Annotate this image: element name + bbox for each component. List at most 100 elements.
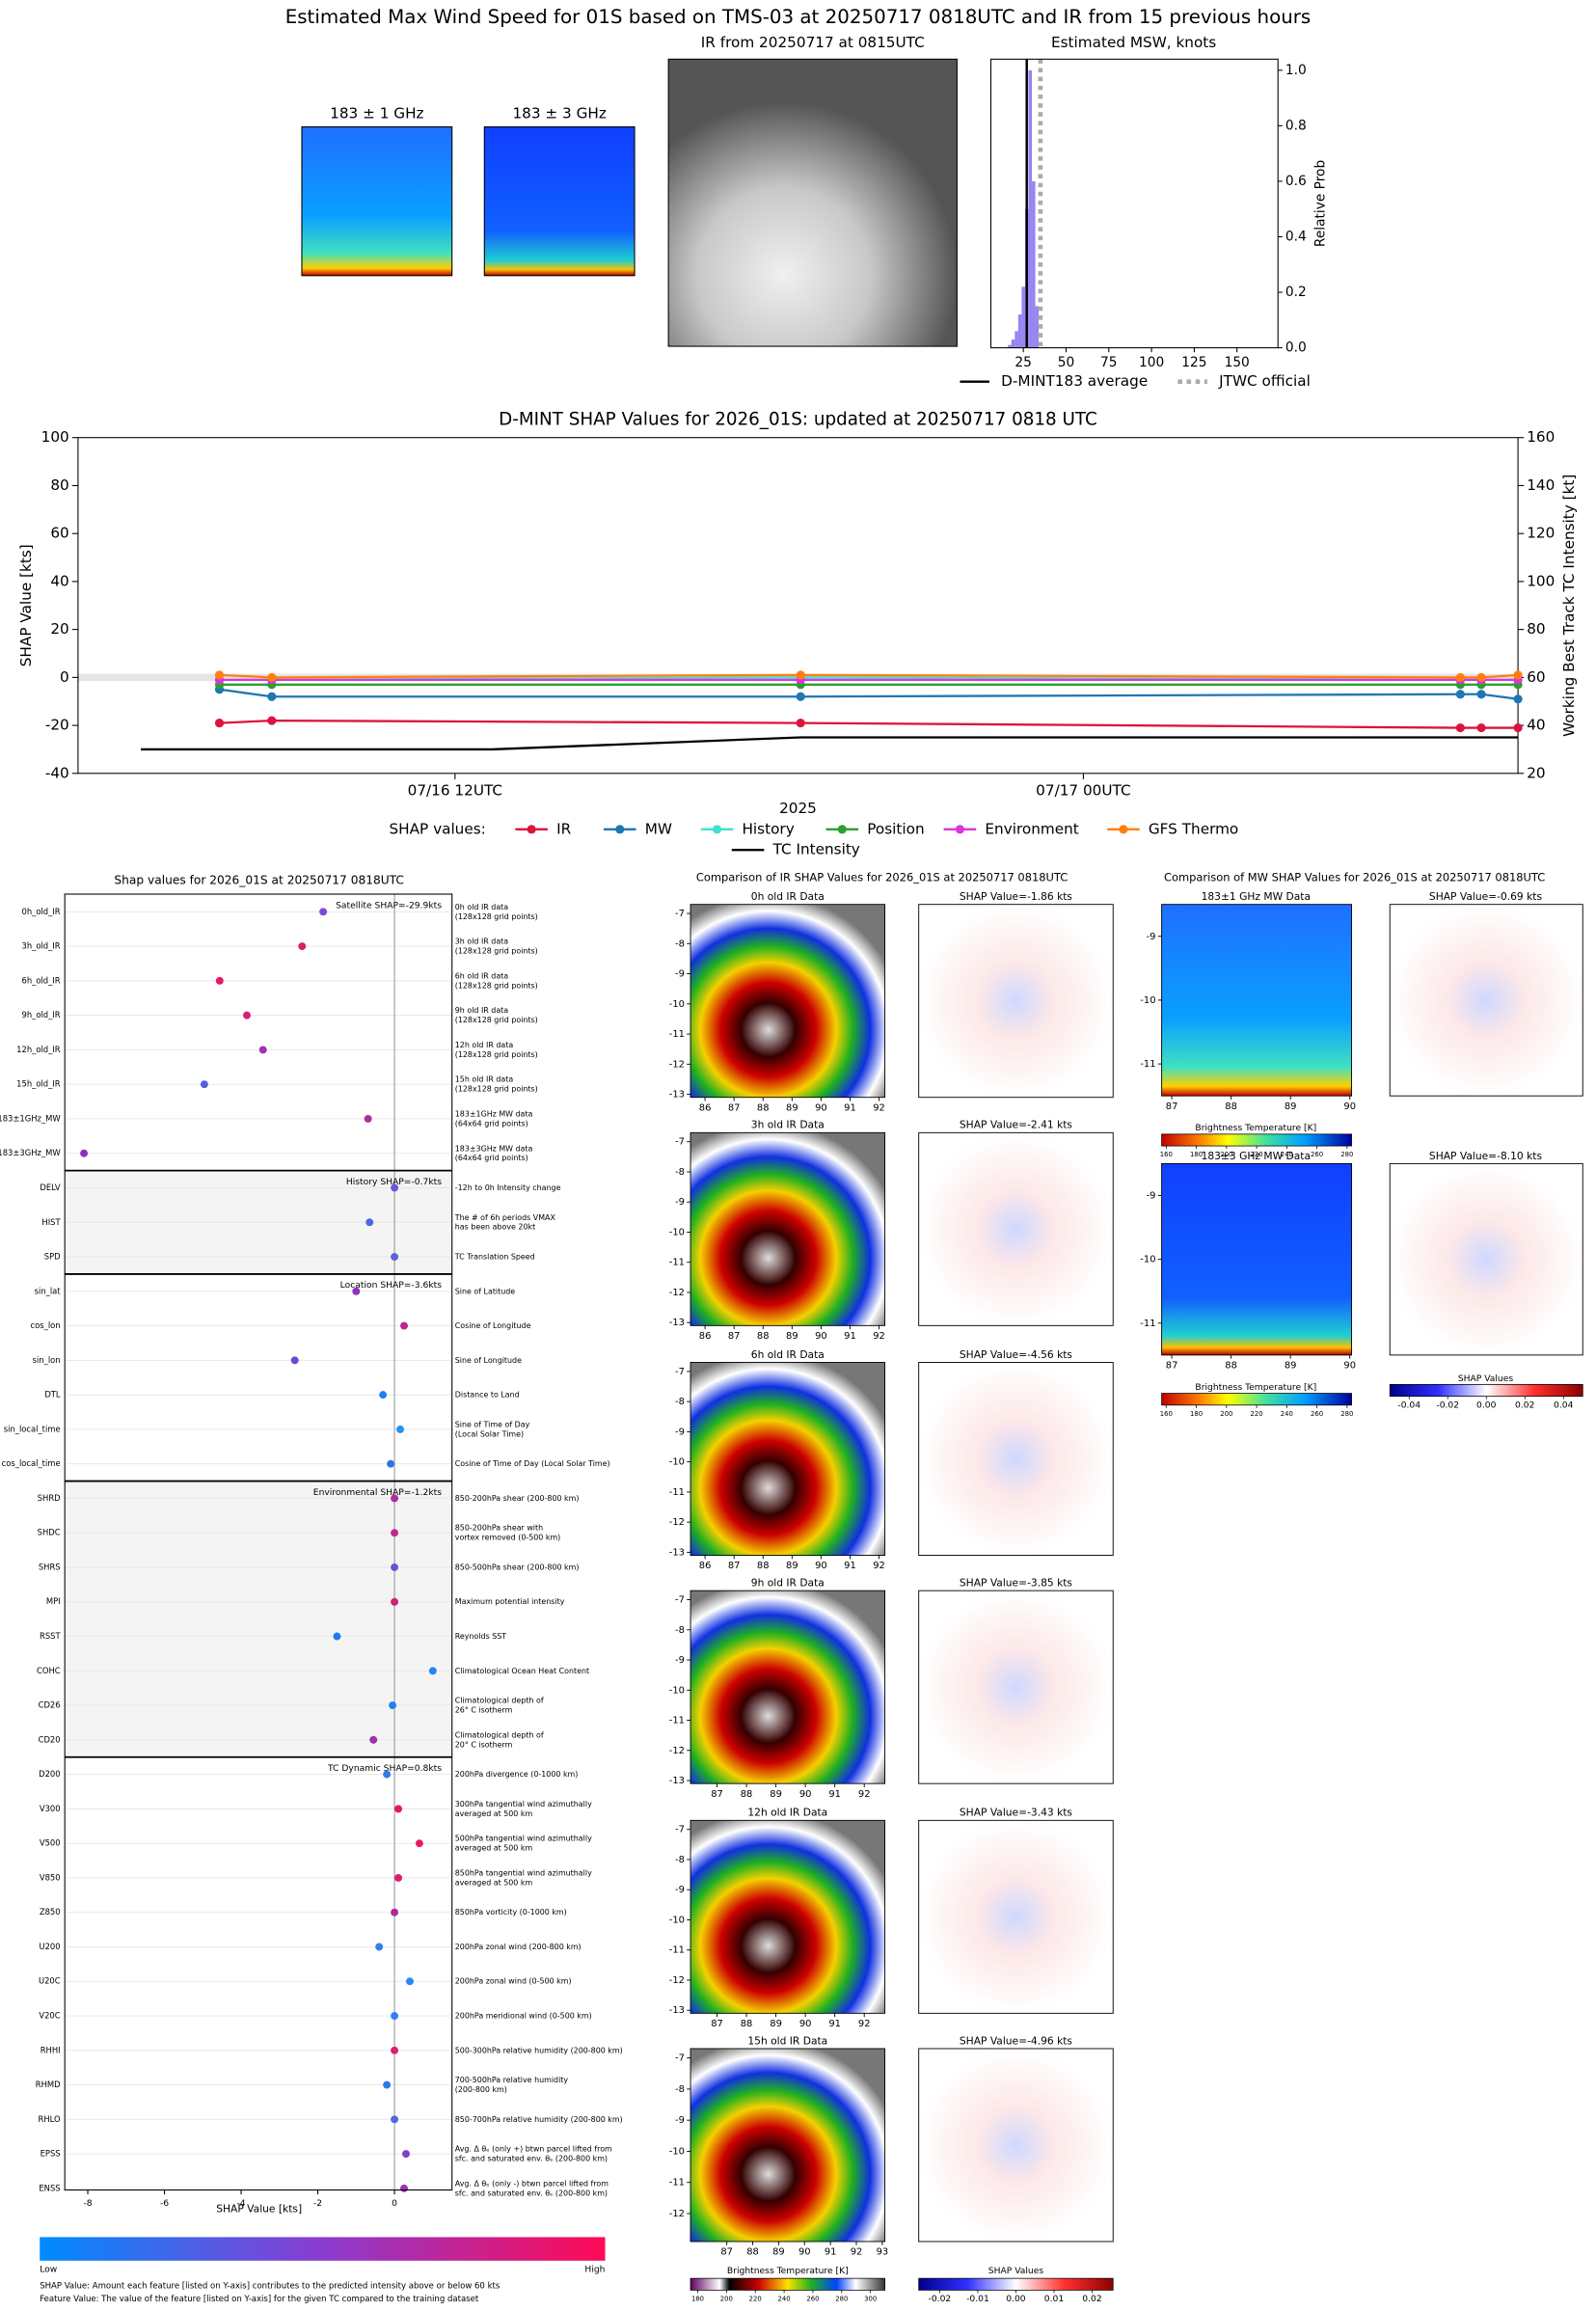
shap-dot (258, 1046, 267, 1054)
feature-name: 3h_old_IR (22, 941, 61, 951)
shap-dot (391, 1494, 399, 1503)
colorbar-tick-label: 180 (1190, 1151, 1203, 1158)
y-axis-label: Relative Prob (1312, 160, 1328, 247)
panel-title: SHAP Value=-3.85 kts (960, 1577, 1073, 1590)
feature-name: RHMD (36, 2080, 61, 2089)
panel-title: SHAP Value=-8.10 kts (1429, 1150, 1543, 1162)
legend-marker (527, 825, 536, 834)
panel-title: 9h old IR Data (751, 1577, 825, 1590)
shap-dot (394, 1805, 403, 1813)
x-tick-label: 88 (746, 2247, 759, 2258)
series-marker (796, 692, 805, 701)
y2-tick-label: 160 (1527, 428, 1555, 446)
feature-description: 26° C isotherm (455, 1706, 513, 1715)
shap-dot (391, 1529, 399, 1537)
panel-title: SHAP Value=-1.86 kts (960, 890, 1073, 903)
image-title: IR from 20250717 at 0815UTC (701, 34, 925, 51)
shap-dot (391, 1183, 399, 1192)
feature-description: 850-700hPa relative humidity (200-800 km… (455, 2115, 623, 2124)
x-tick-label: 150 (1225, 355, 1250, 370)
series-marker (1476, 672, 1486, 682)
group-label: Environmental SHAP=-1.2kts (313, 1487, 442, 1498)
colorbar-tick-label: 160 (1160, 1410, 1173, 1418)
feature-description: sfc. and saturated env. θₑ (200-800 km) (455, 2189, 608, 2197)
chart-title: D-MINT SHAP Values for 2026_01S: updated… (499, 409, 1097, 429)
y-tick-label: -11 (669, 1716, 685, 1726)
x-tick-label: 87 (711, 2019, 723, 2029)
shap-dot (290, 1356, 299, 1365)
series-marker (1455, 672, 1465, 682)
y-tick-label: -10 (669, 1685, 685, 1696)
feature-description: 3h old IR data (455, 938, 509, 946)
ir-data-image (690, 1131, 886, 1326)
series-marker (1455, 690, 1465, 699)
colorbar-tick-label: -0.01 (966, 2294, 989, 2304)
x-tick-label: 91 (844, 1102, 856, 1113)
x-tick-label: 88 (757, 1331, 770, 1342)
feature-name: cos_local_time (2, 1458, 61, 1468)
y-tick-label: -9 (675, 969, 685, 980)
feature-name: DTL (44, 1390, 61, 1400)
x-tick-label: 87 (1166, 1361, 1178, 1372)
y2-tick-label: 100 (1527, 572, 1555, 589)
x-tick-label: 89 (770, 2019, 782, 2029)
legend-label: GFS Thermo (1149, 820, 1238, 837)
colorbar-tick-label: 280 (1340, 1151, 1353, 1158)
shap-dot (383, 1770, 392, 1779)
y-tick-label: -40 (45, 764, 69, 781)
colorbar-tick-label: 240 (1281, 1151, 1293, 1158)
feature-description: 850-500hPa shear (200-800 km) (455, 1563, 580, 1571)
series-marker (214, 670, 225, 680)
note: SHAP Value: Amount each feature [listed … (40, 2281, 500, 2291)
feature-description: 15h old IR data (455, 1075, 514, 1084)
x-tick-label: 87 (728, 1561, 741, 1571)
series-line (219, 673, 1519, 679)
feature-description: TC Translation Speed (454, 1253, 535, 1262)
colorbar-tick-label: 0.00 (1006, 2294, 1026, 2304)
ir-shap-image (918, 1362, 1114, 1556)
x-tick-label: 07/16 12UTC (408, 782, 502, 800)
feature-description: 850-200hPa shear (200-800 km) (455, 1494, 580, 1503)
axes-frame (989, 58, 1279, 349)
feature-name: RHHI (41, 2045, 61, 2054)
group-label: Satellite SHAP=-29.9kts (336, 901, 442, 911)
x-tick-label: 07/17 00UTC (1036, 782, 1130, 800)
colorbar-tick-label: 280 (1340, 1410, 1353, 1418)
feature-name: RSST (40, 1631, 61, 1641)
feature-description: Climatological depth of (455, 1730, 544, 1739)
y2-tick-label: 80 (1527, 620, 1545, 638)
feature-name: CD20 (39, 1734, 61, 1744)
colorbar-tick-label: 0.02 (1082, 2294, 1101, 2304)
shap-dot (391, 2115, 399, 2124)
feature-name: 6h_old_IR (22, 975, 61, 985)
shap-dot (406, 1977, 414, 1986)
panel-title: 183±1 GHz MW Data (1202, 890, 1311, 903)
x-tick-label: 75 (1100, 355, 1117, 370)
y-tick-label: -8 (675, 938, 685, 949)
x-tick-label: 90 (798, 2247, 811, 2258)
series-line (219, 719, 1519, 729)
ir-data-image (690, 1819, 886, 2014)
y-tick-label: -9 (675, 1197, 685, 1208)
colorbar-title: SHAP Values (988, 2266, 1044, 2276)
note: Feature Value: The value of the feature … (40, 2295, 479, 2304)
colorbar-tick-label: 220 (1251, 1151, 1263, 1158)
x-tick-label: 93 (877, 2247, 889, 2258)
feature-description: Sine of Time of Day (455, 1420, 530, 1428)
ir-image (667, 58, 958, 347)
colorbar-tick-label: -0.02 (1436, 1400, 1459, 1410)
shap-dot (333, 1632, 341, 1641)
y-tick-label: -9 (675, 2115, 685, 2126)
chart-title: Shap values for 2026_01S at 20250717 081… (114, 874, 404, 887)
feature-name: HIST (41, 1217, 61, 1227)
y-tick-label: -12 (669, 1059, 685, 1070)
x-tick-label: 87 (728, 1331, 741, 1342)
x-tick-label: 91 (828, 1789, 841, 1800)
x-tick-label: -4 (236, 2198, 245, 2209)
section-title: Comparison of MW SHAP Values for 2026_01… (1164, 871, 1545, 884)
feature-description: averaged at 500 km (455, 1844, 533, 1853)
y-tick-label: -11 (669, 2178, 685, 2189)
x-tick-label: 89 (786, 1102, 798, 1113)
y-tick-label: -8 (675, 1625, 685, 1636)
y-tick-label: -13 (669, 1776, 685, 1786)
